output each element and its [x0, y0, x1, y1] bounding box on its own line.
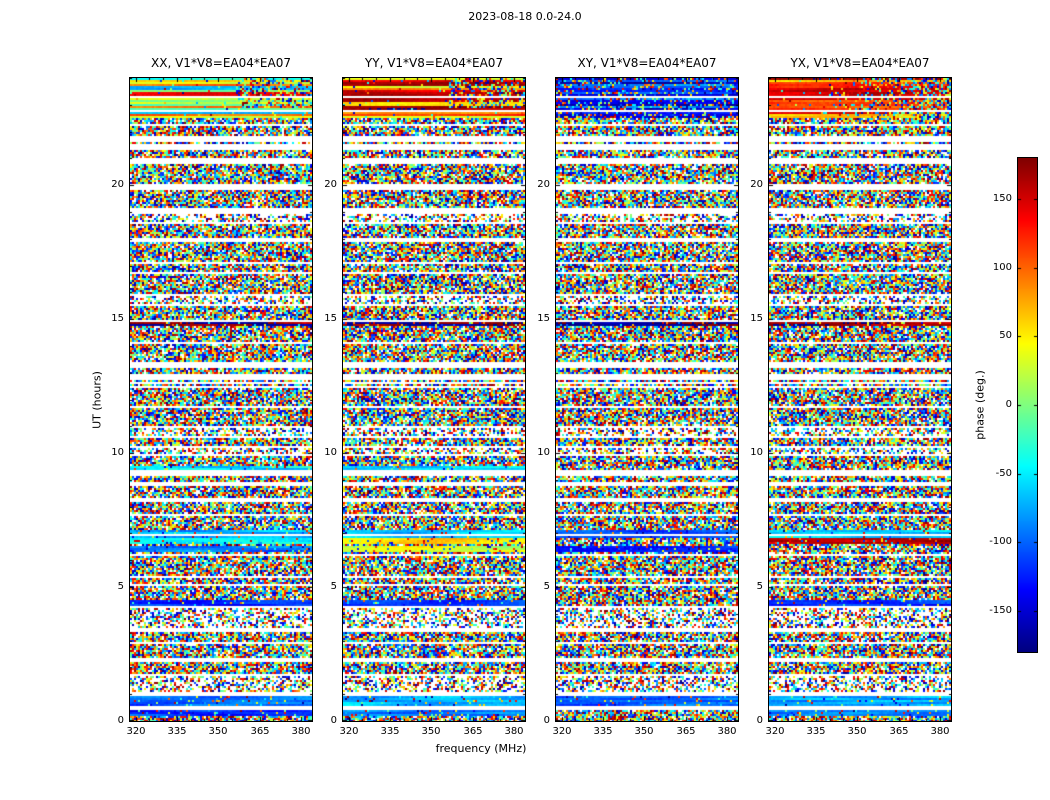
- x-tick-label: 320: [552, 726, 572, 737]
- colorbar-tick-label: -100: [989, 536, 1012, 547]
- x-tick-label: 380: [930, 726, 950, 737]
- y-tick-label: 10: [111, 447, 124, 458]
- panel-title-xy: XY, V1*V8=EA04*EA07: [577, 56, 717, 70]
- x-tick-label: 320: [765, 726, 785, 737]
- x-tick-label: 335: [593, 726, 613, 737]
- waterfall-canvas-yx: [769, 78, 951, 721]
- y-tick-label: 10: [537, 447, 550, 458]
- y-tick-label: 15: [537, 313, 550, 324]
- y-tick-label: 0: [756, 715, 763, 726]
- colorbar-tick-label: 0: [1005, 399, 1012, 410]
- y-tick-label: 5: [330, 581, 337, 592]
- x-tick-label: 335: [380, 726, 400, 737]
- x-tick-label: 365: [463, 726, 483, 737]
- x-tick-label: 320: [126, 726, 146, 737]
- colorbar-tick-label: 150: [992, 193, 1012, 204]
- x-tick-label: 350: [634, 726, 654, 737]
- x-tick-label: 335: [167, 726, 187, 737]
- x-tick-label: 350: [421, 726, 441, 737]
- colorbar-label: phase (deg.): [973, 370, 987, 440]
- waterfall-panel-xy: [555, 77, 739, 722]
- y-tick-label: 20: [324, 179, 337, 190]
- x-tick-label: 335: [806, 726, 826, 737]
- panel-title-yy: YY, V1*V8=EA04*EA07: [364, 56, 504, 70]
- y-tick-label: 0: [330, 715, 337, 726]
- panel-title-xx: XX, V1*V8=EA04*EA07: [151, 56, 291, 70]
- panel-title-yx: YX, V1*V8=EA04*EA07: [790, 56, 930, 70]
- colorbar-tick-label: 50: [999, 330, 1012, 341]
- y-tick-label: 10: [324, 447, 337, 458]
- waterfall-canvas-xy: [556, 78, 738, 721]
- colorbar-tick-label: -50: [995, 468, 1012, 479]
- waterfall-canvas-xx: [130, 78, 312, 721]
- y-tick-label: 15: [324, 313, 337, 324]
- y-tick-label: 0: [543, 715, 550, 726]
- waterfall-panel-xx: [129, 77, 313, 722]
- colorbar-canvas: [1018, 158, 1037, 652]
- y-tick-label: 15: [750, 313, 763, 324]
- y-tick-label: 20: [111, 179, 124, 190]
- x-tick-label: 350: [847, 726, 867, 737]
- colorbar: [1017, 157, 1038, 653]
- x-tick-label: 365: [676, 726, 696, 737]
- x-tick-label: 365: [889, 726, 909, 737]
- y-tick-label: 0: [117, 715, 124, 726]
- y-tick-label: 5: [756, 581, 763, 592]
- y-axis-label: UT (hours): [90, 371, 104, 429]
- y-tick-label: 20: [750, 179, 763, 190]
- x-axis-label: frequency (MHz): [435, 742, 527, 755]
- waterfall-canvas-yy: [343, 78, 525, 721]
- colorbar-tick-label: 100: [992, 262, 1012, 273]
- waterfall-panel-yx: [768, 77, 952, 722]
- y-tick-label: 10: [750, 447, 763, 458]
- x-tick-label: 320: [339, 726, 359, 737]
- figure-title: 2023-08-18 0.0-24.0: [468, 10, 582, 23]
- y-tick-label: 20: [537, 179, 550, 190]
- y-tick-label: 5: [117, 581, 124, 592]
- waterfall-panel-yy: [342, 77, 526, 722]
- y-tick-label: 15: [111, 313, 124, 324]
- x-tick-label: 350: [208, 726, 228, 737]
- colorbar-tick-label: -150: [989, 605, 1012, 616]
- y-tick-label: 5: [543, 581, 550, 592]
- x-tick-label: 380: [504, 726, 524, 737]
- x-tick-label: 365: [250, 726, 270, 737]
- x-tick-label: 380: [717, 726, 737, 737]
- x-tick-label: 380: [291, 726, 311, 737]
